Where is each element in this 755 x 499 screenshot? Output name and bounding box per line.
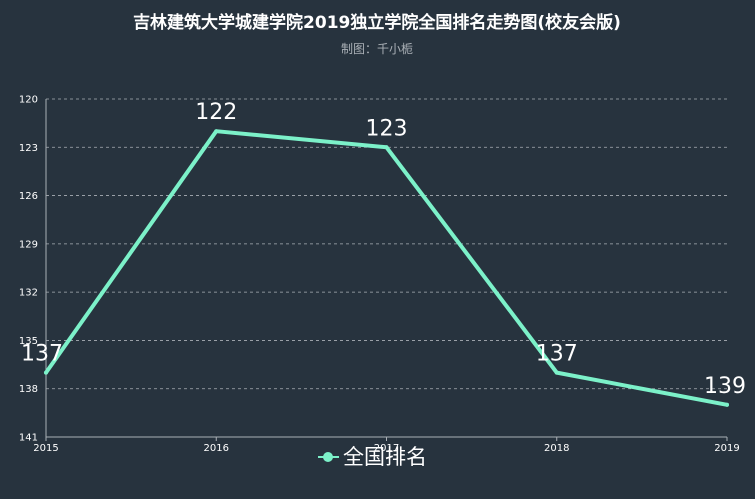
x-tick-label: 2019 [714, 443, 739, 454]
y-tick-label: 120 [19, 95, 38, 106]
series-line[interactable] [44, 129, 729, 407]
chart-title: 吉林建筑大学城建学院2019独立学院全国排名走势图(校友会版) [133, 12, 621, 33]
data-label: 139 [704, 374, 746, 399]
x-tick-label: 2015 [33, 443, 58, 454]
y-tick-label: 138 [19, 384, 38, 395]
data-labels: 137 122 123 137 139 [21, 100, 746, 399]
data-point[interactable] [44, 370, 48, 375]
legend-series-name: 全国排名 [343, 445, 427, 469]
y-tick-label: 126 [19, 191, 38, 202]
x-tick-label: 2017 [374, 443, 399, 454]
y-tick-label: 132 [19, 288, 38, 299]
data-label: 137 [536, 342, 578, 367]
y-tick-label: 123 [19, 143, 38, 154]
data-point[interactable] [725, 402, 729, 407]
y-tick-label: 135 [19, 336, 38, 347]
x-axis-ticks: 2015 2016 2017 2018 2019 [33, 437, 740, 454]
y-tick-label: 129 [19, 239, 38, 250]
grid-lines [46, 98, 727, 390]
legend[interactable]: 全国排名 [318, 445, 427, 469]
data-point[interactable] [384, 145, 389, 150]
data-label: 122 [195, 100, 237, 125]
y-tick-label: 141 [19, 433, 38, 444]
chart-subtitle: 制图：千小栀 [341, 42, 413, 56]
data-label: 137 [21, 342, 63, 367]
legend-dot-icon [323, 452, 333, 462]
data-point[interactable] [214, 129, 219, 134]
y-axis-ticks: 120 123 126 129 132 135 138 141 [19, 95, 38, 444]
data-label: 123 [366, 116, 408, 141]
series-lines [44, 129, 729, 407]
x-tick-label: 2016 [204, 443, 229, 454]
data-point[interactable] [554, 370, 559, 375]
x-tick-label: 2018 [544, 443, 569, 454]
